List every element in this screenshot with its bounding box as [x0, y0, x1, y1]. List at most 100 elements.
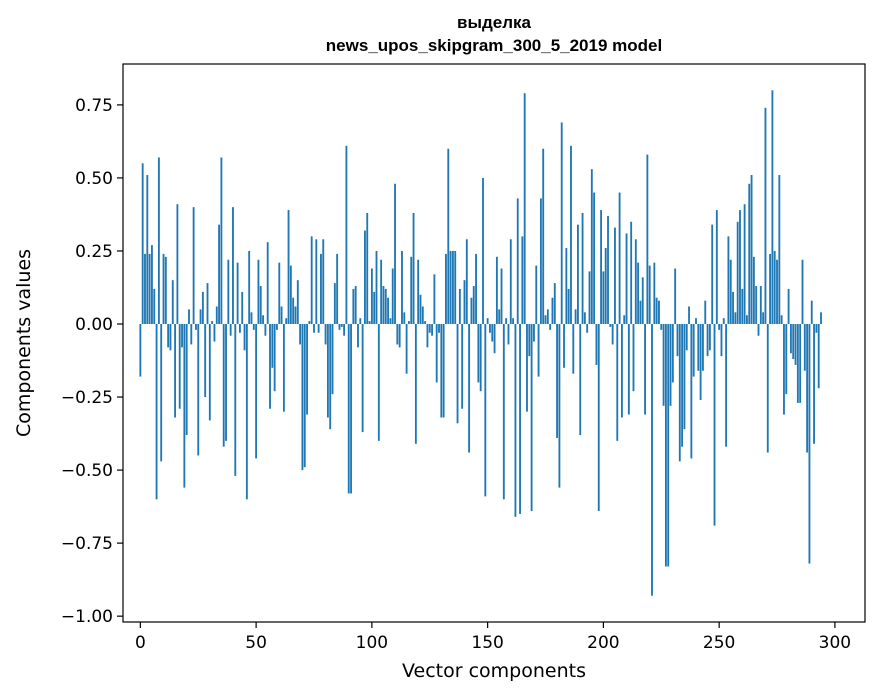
bar-220	[648, 265, 651, 325]
chart-title-line-1: выделка	[457, 13, 532, 32]
bar-233	[678, 324, 681, 462]
plot-frame	[122, 63, 866, 623]
bar-129	[438, 324, 440, 333]
bar-191	[581, 212, 584, 325]
bar-198	[597, 324, 600, 511]
bar-142	[468, 324, 471, 453]
bar-71	[303, 324, 306, 468]
bar-108	[389, 318, 392, 325]
bar-104	[380, 259, 383, 325]
bar-48	[250, 312, 253, 325]
bar-50	[255, 324, 258, 459]
bar-259	[739, 210, 741, 325]
bar-285	[799, 324, 802, 403]
bar-276	[778, 175, 781, 325]
bar-136	[454, 250, 457, 325]
bar-122	[421, 306, 424, 325]
bar-2	[144, 253, 146, 325]
bar-159	[507, 324, 510, 345]
y-tick-label-6: −0.75	[61, 534, 113, 554]
bar-118	[412, 212, 415, 325]
y-tick-label-7: −1.00	[61, 607, 113, 627]
bar-143	[470, 297, 473, 325]
bar-242	[699, 324, 702, 400]
bar-163	[516, 198, 519, 325]
bar-73	[308, 321, 311, 325]
bar-5	[151, 245, 153, 325]
bar-272	[769, 253, 771, 325]
bar-243	[702, 324, 704, 371]
bar-54	[264, 324, 267, 336]
bar-61	[280, 306, 283, 325]
bar-269	[762, 312, 765, 325]
bar-20	[185, 324, 188, 436]
bar-146	[477, 324, 480, 383]
bar-78	[320, 253, 322, 325]
bar-119	[414, 324, 417, 444]
bar-195	[590, 169, 593, 325]
bar-49	[252, 324, 255, 330]
bar-254	[727, 236, 730, 325]
bar-202	[607, 215, 609, 325]
bar-162	[514, 324, 517, 517]
bar-41	[234, 324, 237, 476]
bar-182	[560, 122, 563, 325]
bar-197	[595, 324, 598, 365]
bar-131	[442, 324, 445, 418]
bar-68	[296, 280, 299, 325]
bar-52	[259, 286, 262, 325]
bar-38	[227, 259, 230, 325]
x-tick-label-50: 50	[245, 633, 267, 653]
y-tick-label-3: 0.00	[75, 315, 113, 335]
bar-256	[732, 291, 734, 325]
x-tick-label-250: 250	[703, 633, 735, 653]
bar-177	[549, 324, 552, 330]
bar-175	[544, 315, 547, 325]
bar-139	[461, 324, 464, 409]
bar-83	[331, 324, 334, 395]
bar-167	[526, 324, 528, 412]
bar-268	[759, 286, 762, 325]
bar-289	[808, 324, 811, 564]
bar-137	[456, 324, 459, 424]
bar-251	[720, 324, 723, 357]
bar-230	[671, 324, 674, 383]
bar-215	[637, 262, 640, 325]
bar-222	[653, 262, 656, 325]
bar-133	[447, 148, 450, 325]
bar-165	[521, 236, 524, 325]
bar-95	[359, 318, 362, 325]
bar-275	[776, 259, 778, 325]
bar-10	[162, 253, 165, 325]
bar-286	[801, 259, 804, 325]
bar-278	[783, 324, 785, 415]
bar-43	[238, 324, 241, 333]
bar-62	[282, 324, 285, 412]
bar-1	[141, 163, 144, 325]
bar-76	[315, 239, 318, 325]
y-tick-label-5: −0.50	[61, 461, 113, 481]
bar-212	[630, 221, 633, 325]
bar-210	[625, 233, 628, 325]
bar-178	[551, 297, 554, 325]
bar-265	[752, 256, 755, 325]
bar-34	[218, 224, 220, 325]
bar-173	[539, 198, 542, 325]
bar-36	[222, 324, 225, 447]
y-axis-label: Components values	[13, 249, 35, 437]
bar-114	[403, 312, 406, 325]
bar-193	[586, 324, 589, 333]
bar-223	[655, 297, 658, 325]
bar-140	[463, 280, 466, 325]
bar-19	[183, 324, 186, 488]
bar-213	[632, 324, 635, 392]
bar-58	[273, 324, 276, 392]
bar-82	[329, 324, 332, 430]
bar-120	[417, 259, 420, 325]
bar-199	[600, 210, 602, 325]
bar-22	[190, 324, 193, 345]
bar-156	[500, 268, 503, 325]
bar-273	[771, 90, 774, 325]
